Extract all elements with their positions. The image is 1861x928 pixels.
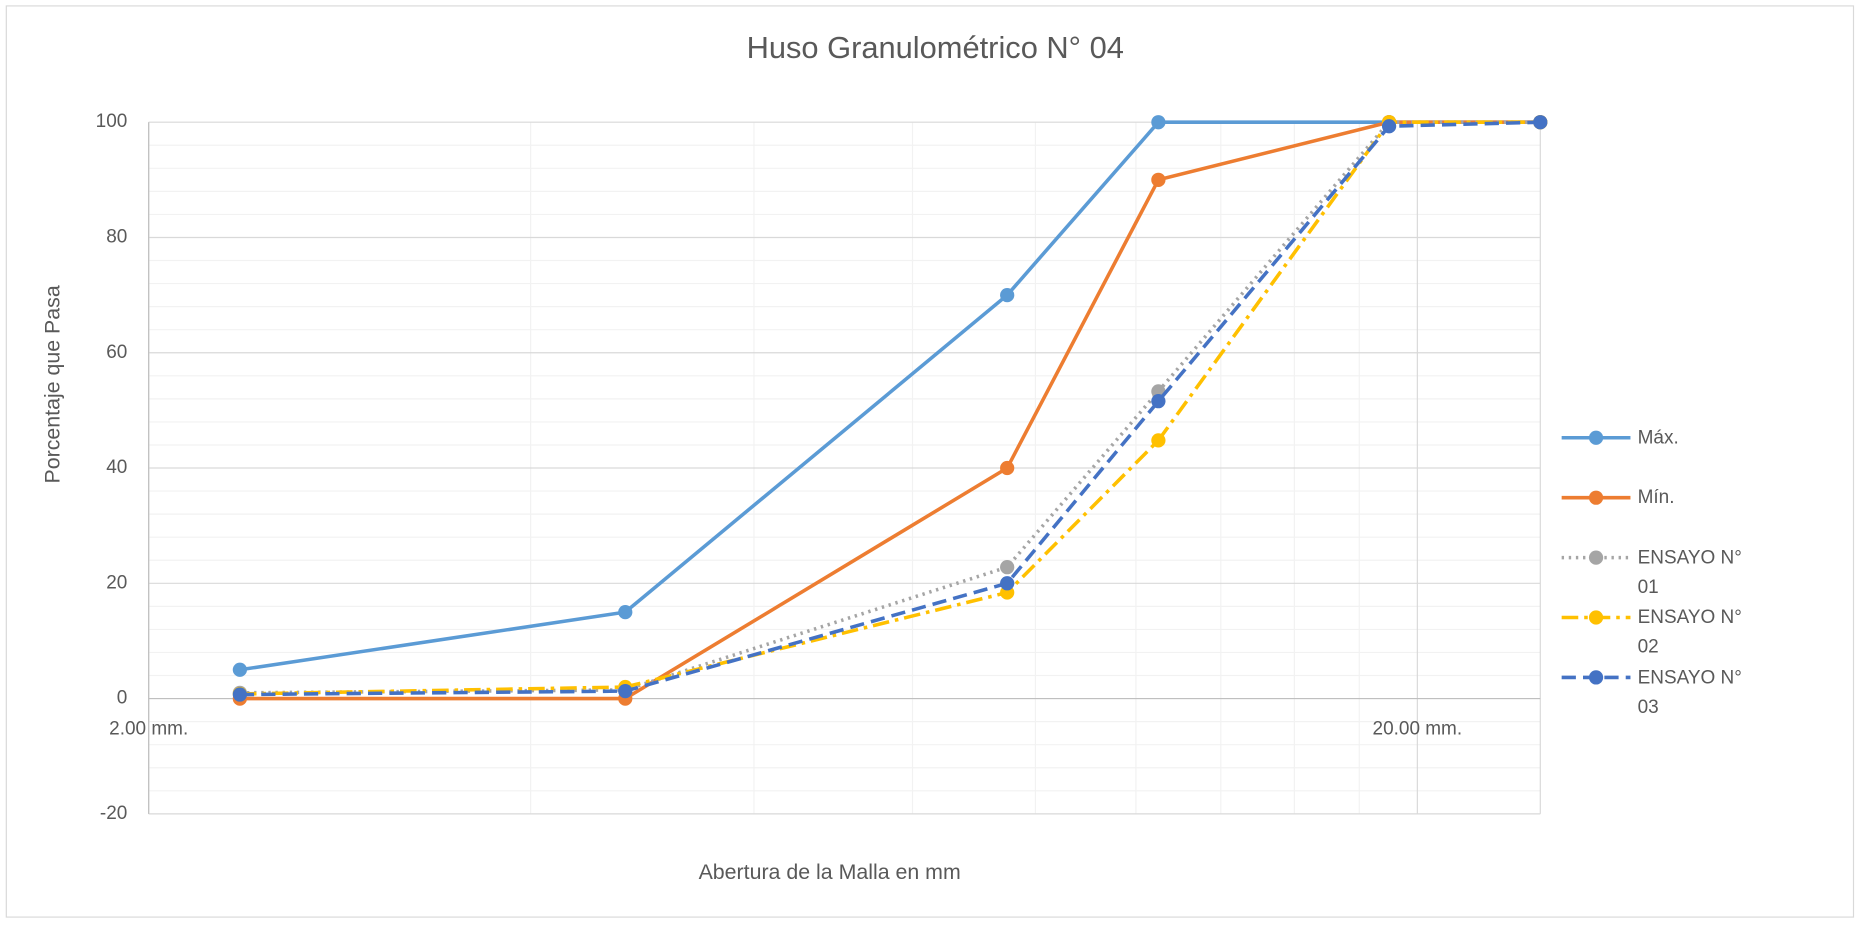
y-tick-label: 100 xyxy=(96,111,128,132)
x-tick-label: 20.00 mm. xyxy=(1373,718,1463,739)
legend-entry: Mín. xyxy=(1637,487,1675,508)
y-tick-label: 40 xyxy=(106,457,127,478)
x-axis-label: Abertura de la Malla en mm xyxy=(699,860,961,884)
legend-entry: Máx. xyxy=(1637,427,1679,448)
legend-label: Máx. xyxy=(1637,427,1679,448)
y-tick-label: 60 xyxy=(106,342,127,363)
series-line xyxy=(239,120,1541,696)
legend-label: ENSAYO N° 01 xyxy=(1637,547,1742,598)
data-point xyxy=(1000,460,1015,476)
y-axis-label: Porcentaje que Pasa xyxy=(40,285,64,483)
legend-swatch-marker xyxy=(1588,490,1604,505)
legend-swatch-marker xyxy=(1588,550,1604,565)
data-point xyxy=(1151,115,1166,130)
data-point xyxy=(1000,287,1015,303)
legend-swatch-marker xyxy=(1588,670,1604,685)
legend-entry: ENSAYO N° 01 xyxy=(1637,547,1742,598)
chart-title: Huso Granulométrico N° 04 xyxy=(747,30,1124,65)
legend-swatch-marker xyxy=(1588,610,1604,625)
legend-label: Mín. xyxy=(1637,487,1675,508)
chart-border xyxy=(5,5,1855,918)
legend-entry: ENSAYO N° 02 xyxy=(1637,607,1742,658)
legend-entry: ENSAYO N° 03 xyxy=(1637,667,1742,718)
data-point xyxy=(618,683,633,699)
data-point xyxy=(1000,576,1015,591)
data-point xyxy=(618,605,633,620)
data-point xyxy=(1151,433,1166,448)
data-point xyxy=(1533,115,1548,130)
data-point xyxy=(1000,560,1015,575)
data-point xyxy=(1151,394,1166,409)
data-point xyxy=(1381,119,1397,134)
data-point xyxy=(232,687,247,702)
data-point xyxy=(232,662,247,677)
y-tick-label: 0 xyxy=(117,688,128,709)
legend-label: ENSAYO N° 02 xyxy=(1637,607,1742,658)
legend-swatch-marker xyxy=(1588,430,1604,445)
y-tick-label: 20 xyxy=(106,572,127,593)
data-point xyxy=(1151,172,1166,187)
legend-label: ENSAYO N° 03 xyxy=(1637,667,1742,718)
series-line xyxy=(239,120,1541,697)
y-tick-label: -20 xyxy=(100,803,127,824)
y-tick-label: 80 xyxy=(106,226,127,247)
